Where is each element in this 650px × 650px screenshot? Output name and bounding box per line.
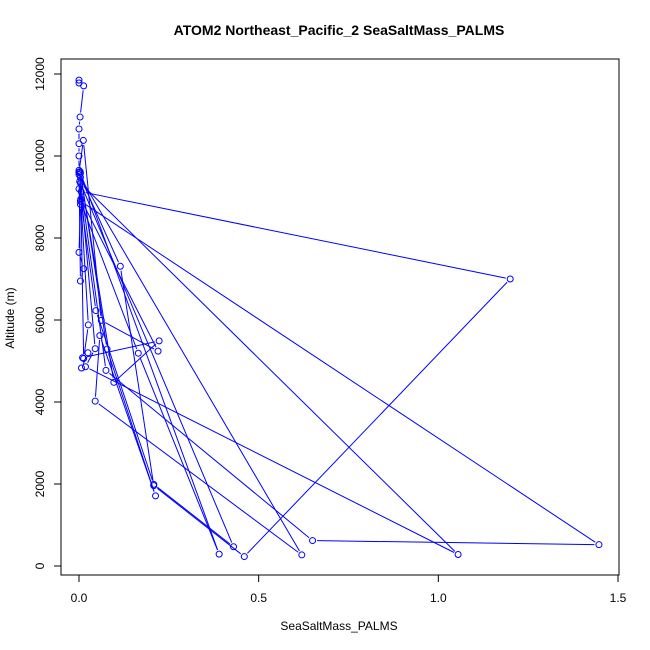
data-point <box>78 364 86 372</box>
data-point <box>155 337 163 345</box>
series-segment <box>87 352 94 364</box>
data-point <box>75 152 83 160</box>
y-tick-label: 8000 <box>33 224 47 251</box>
data-point <box>309 537 317 545</box>
data-point <box>76 179 84 187</box>
series-segment <box>104 322 155 350</box>
data-point <box>91 345 99 353</box>
series-segment <box>83 203 596 543</box>
data-point <box>76 113 84 121</box>
data-point <box>75 248 83 256</box>
series-segment <box>80 90 84 113</box>
data-point <box>134 349 142 357</box>
data-point <box>84 321 92 329</box>
data-point <box>96 332 104 340</box>
data-point <box>154 347 162 355</box>
series-segment <box>80 187 106 367</box>
data-point <box>215 550 223 558</box>
data-point <box>92 307 100 315</box>
x-tick-label: 0.5 <box>250 591 267 605</box>
series-layer <box>75 76 603 561</box>
series-segment <box>116 343 157 380</box>
series-segment <box>82 180 300 552</box>
series-segment <box>98 403 299 553</box>
series-segment <box>78 176 81 277</box>
plot-frame <box>60 58 620 576</box>
y-tick-label: 6000 <box>33 306 47 333</box>
series-segment <box>81 196 96 345</box>
data-point <box>110 378 118 386</box>
series-segment <box>89 368 455 553</box>
series-segment <box>81 205 138 350</box>
data-point <box>116 262 124 270</box>
data-point <box>76 200 84 208</box>
y-tick-label: 2000 <box>33 470 47 497</box>
chart-title: ATOM2 Northeast_Pacific_2 SeaSaltMass_PA… <box>174 22 505 38</box>
data-point <box>77 188 85 196</box>
data-point <box>80 82 88 90</box>
data-point <box>75 125 83 133</box>
data-point <box>81 363 89 371</box>
series-segment <box>86 341 155 358</box>
data-point <box>298 551 306 559</box>
series-segment <box>120 270 154 482</box>
data-point <box>79 354 87 362</box>
data-point <box>102 366 110 374</box>
data-point <box>506 275 514 283</box>
x-tick-label: 0.0 <box>71 591 88 605</box>
data-point <box>76 277 84 285</box>
series-segment <box>109 372 310 539</box>
data-point <box>97 316 105 324</box>
series-segment <box>317 540 595 546</box>
data-point <box>76 168 84 176</box>
data-point <box>230 543 238 551</box>
series-segment <box>247 281 508 554</box>
y-axis: 0 2000 4000 6000 8000 10000 12000 <box>33 57 62 569</box>
series-segment <box>85 192 506 279</box>
series-segment <box>156 486 231 545</box>
data-point <box>240 553 248 561</box>
y-tick-label: 0 <box>33 562 47 569</box>
data-point <box>75 76 83 84</box>
data-point <box>75 168 83 176</box>
y-axis-label: Altitude (m) <box>3 287 17 348</box>
data-point <box>79 136 87 144</box>
series-segment <box>83 185 456 552</box>
series-segment <box>100 339 155 492</box>
data-point <box>91 397 99 405</box>
data-point <box>75 140 83 148</box>
series-segment <box>80 175 114 378</box>
series-segment <box>81 175 219 551</box>
x-tick-label: 1.5 <box>610 591 627 605</box>
data-point <box>152 492 160 500</box>
series-segment <box>83 329 89 355</box>
data-point <box>80 355 88 363</box>
series-segment <box>139 357 218 551</box>
data-point <box>150 482 158 490</box>
series-segment <box>156 488 242 555</box>
x-axis: 0.0 0.5 1.0 1.5 <box>71 574 627 605</box>
x-axis-label: SeaSaltMass_PALMS <box>280 619 397 633</box>
data-point <box>76 197 84 205</box>
series-segment <box>81 185 233 543</box>
data-point <box>103 345 111 353</box>
data-point <box>80 265 88 273</box>
y-tick-label: 12000 <box>33 57 47 91</box>
data-point <box>595 541 603 549</box>
x-tick-label: 1.0 <box>430 591 447 605</box>
series-segment <box>94 340 101 397</box>
series-segment <box>79 144 84 169</box>
y-tick-label: 4000 <box>33 388 47 415</box>
data-point <box>84 349 92 357</box>
y-tick-label: 10000 <box>33 139 47 173</box>
data-point <box>454 551 462 559</box>
